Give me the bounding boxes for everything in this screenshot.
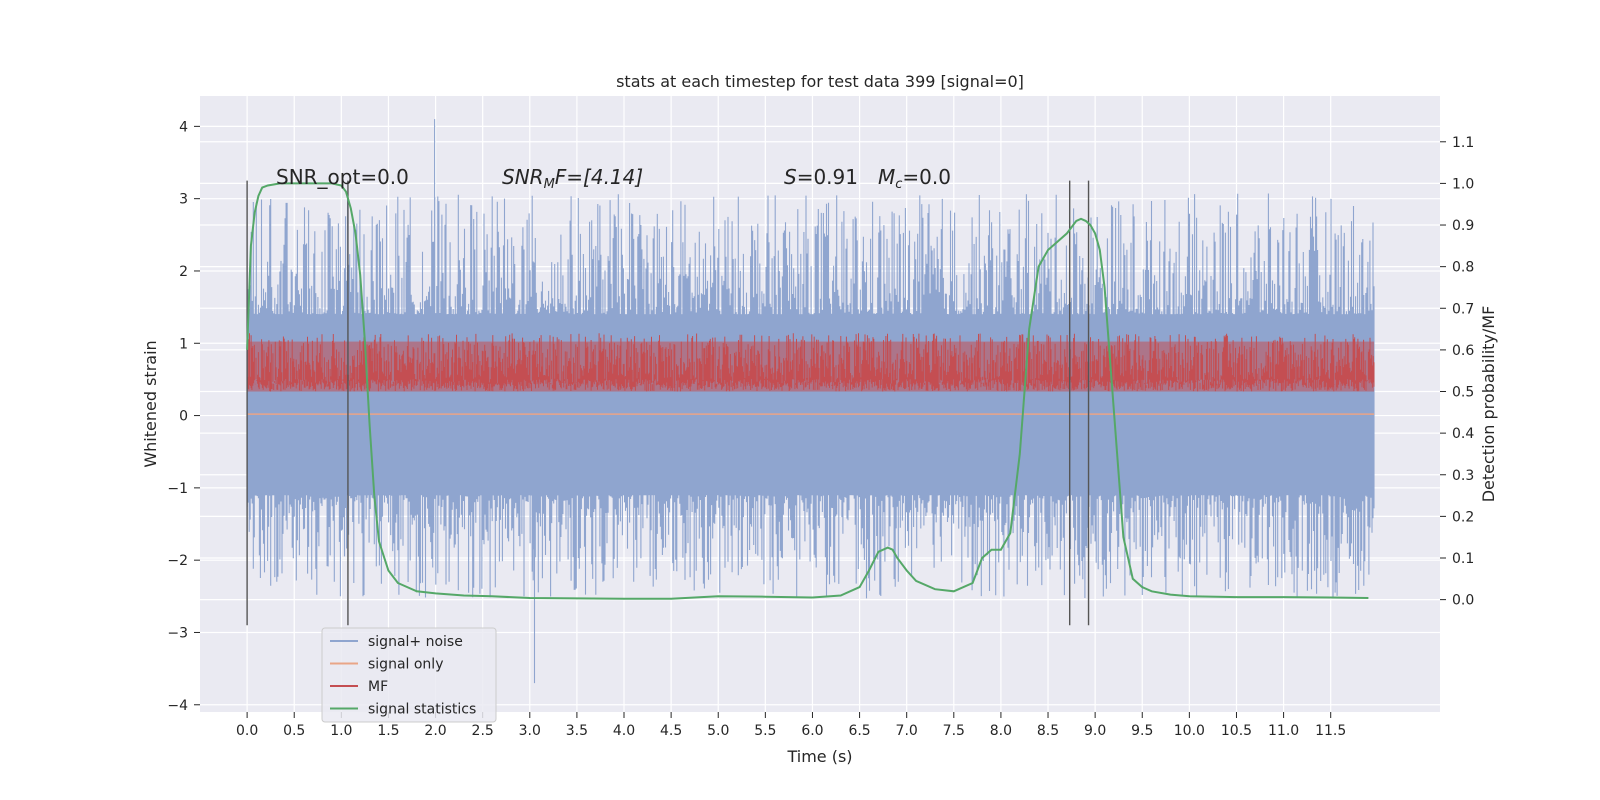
x-tick-label: 0.0	[236, 723, 258, 739]
y2-tick-label: 0.0	[1452, 593, 1474, 609]
y2-tick-label: 1.1	[1452, 135, 1474, 151]
y-tick-label: 0	[179, 409, 188, 425]
x-tick-label: 0.5	[283, 723, 305, 739]
y-tick-label: −3	[167, 625, 188, 641]
y2-axis-ticks: 1.1 1.0 0.9 0.8 0.7 0.6 0.5 0.4 0.3 0.2 0.1 0.0	[1440, 135, 1474, 609]
y2-tick-label: 0.8	[1452, 260, 1474, 276]
x-tick-label: 8.5	[1037, 723, 1059, 739]
annotation-s-label: S	[784, 165, 797, 189]
x-tick-label: 2.5	[472, 723, 494, 739]
vertical-markers	[246, 180, 1090, 626]
x-tick-label: 7.5	[943, 723, 965, 739]
annotation-mc-sub: c	[895, 177, 902, 192]
y-tick-label: 3	[179, 192, 188, 208]
y-axis-ticks: 4 3 2 1 0 −1 −2 −3 −4	[167, 119, 200, 714]
x-axis-label: Time (s)	[786, 747, 852, 766]
legend-entry: signal only	[368, 657, 443, 673]
annotation-s: S=0.91	[784, 165, 858, 189]
y2-tick-label: 0.5	[1452, 385, 1474, 401]
x-tick-label: 9.5	[1131, 723, 1153, 739]
legend-box	[321, 627, 497, 723]
annotation-snr-mf: SNRMF=[4.14]	[502, 165, 643, 192]
x-tick-label: 9.0	[1084, 723, 1106, 739]
y2-tick-label: 1.0	[1452, 176, 1474, 192]
x-tick-label: 7.0	[896, 723, 918, 739]
series-mf	[246, 333, 1375, 392]
x-tick-label: 8.0	[990, 723, 1012, 739]
x-tick-label: 11.0	[1268, 723, 1299, 739]
y2-tick-label: 0.7	[1452, 301, 1474, 317]
legend: signal+ noise signal only MF signal statist…	[321, 627, 497, 723]
x-axis-ticks: 0.0 0.5 1.0 1.5 2.0 2.5 3.0 3.5 4.0 4.5 5.0 5.5 6.0 6…	[236, 712, 1346, 739]
annotation-mc: Mc=0.0	[878, 165, 951, 192]
x-tick-label: 2.0	[424, 723, 446, 739]
x-tick-label: 5.0	[707, 723, 729, 739]
x-tick-label: 4.5	[660, 723, 682, 739]
annotation-snr-opt: SNR_opt=0.0	[276, 165, 409, 189]
x-tick-label: 3.5	[566, 723, 588, 739]
x-tick-label: 5.5	[754, 723, 776, 739]
y-tick-label: −2	[167, 553, 188, 569]
annotation-mc-value: =0.0	[902, 165, 951, 189]
x-tick-label: 1.0	[330, 723, 352, 739]
x-tick-label: 6.5	[848, 723, 870, 739]
y2-tick-label: 0.4	[1452, 426, 1474, 442]
x-tick-label: 1.5	[377, 723, 399, 739]
legend-entry: signal+ noise	[368, 634, 463, 650]
annotation-s-value: =0.91	[797, 165, 858, 189]
y2-tick-label: 0.2	[1452, 509, 1474, 525]
x-tick-label: 6.0	[801, 723, 823, 739]
x-tick-label: 11.5	[1315, 723, 1346, 739]
y2-tick-label: 0.1	[1452, 551, 1474, 567]
signal-statistics-line	[246, 182, 1369, 600]
x-tick-label: 3.0	[519, 723, 541, 739]
chart-title: stats at each timestep for test data 399…	[616, 72, 1024, 91]
y-tick-label: −1	[167, 481, 188, 497]
legend-entry: signal statistics	[368, 702, 476, 718]
series-signal-statistics	[246, 182, 1369, 600]
annotation-snr-mf-label: SNR	[502, 165, 544, 189]
y2-axis-label: Detection probability/MF	[1479, 306, 1498, 503]
y2-tick-label: 0.9	[1452, 218, 1474, 234]
y-tick-label: −4	[167, 698, 188, 714]
legend-entry: MF	[368, 679, 388, 695]
x-tick-label: 10.5	[1221, 723, 1252, 739]
y-tick-label: 1	[179, 336, 188, 352]
y2-tick-label: 0.3	[1452, 468, 1474, 484]
y-axis-label: Whitened strain	[141, 340, 160, 467]
annotation-snr-mf-rest: F=[4.14]	[555, 165, 643, 189]
y-tick-label: 4	[179, 119, 188, 135]
y2-tick-label: 0.6	[1452, 343, 1474, 359]
y-tick-label: 2	[179, 264, 188, 280]
annotation-mc-label: M	[878, 165, 895, 189]
x-tick-label: 4.0	[613, 723, 635, 739]
x-tick-label: 10.0	[1174, 723, 1205, 739]
annotation-snr-mf-sub: M	[544, 177, 555, 192]
